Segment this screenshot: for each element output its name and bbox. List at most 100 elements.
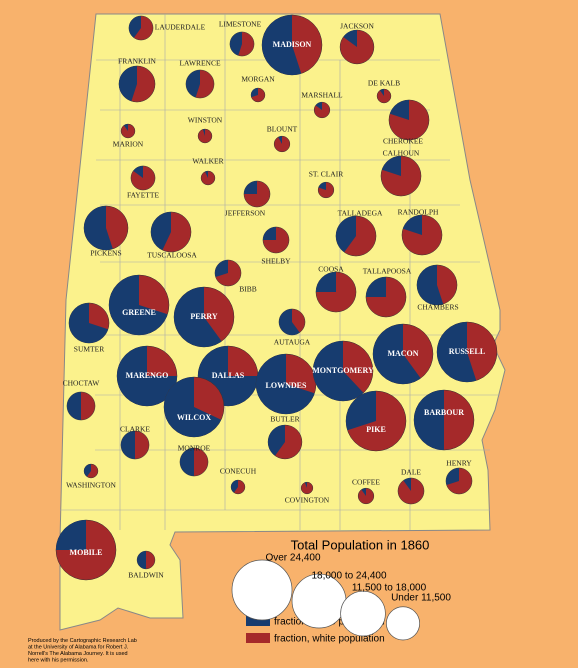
size-circle — [386, 606, 420, 641]
county-label: CONECUH — [220, 467, 257, 476]
county-label: DE KALB — [368, 79, 400, 88]
size-circle — [291, 573, 347, 629]
county-label: SUMTER — [74, 345, 104, 354]
pie-slave — [304, 482, 307, 488]
county-label: GREENE — [122, 308, 156, 317]
county-label: AUTAUGA — [274, 338, 311, 347]
pie-slave — [262, 15, 302, 76]
county-label: FAYETTE — [127, 191, 160, 200]
county-label: MARION — [113, 140, 144, 149]
county-label: MARENGO — [126, 371, 169, 380]
pie-slave — [335, 215, 356, 253]
county-label: LOWNDES — [266, 381, 307, 390]
county-label: MONTGOMERY — [312, 366, 374, 375]
county-label: ST. CLAIR — [309, 170, 343, 179]
pie-slave — [118, 65, 137, 102]
county-label: WASHINGTON — [66, 481, 116, 490]
county-label: MADISON — [273, 40, 312, 49]
pie-slave — [185, 69, 200, 98]
county-label: MORGAN — [241, 75, 275, 84]
pie-slave — [278, 136, 282, 144]
county-label: PIKE — [366, 425, 386, 434]
county-label: TALLADEGA — [338, 209, 383, 218]
pie-slave — [164, 377, 222, 438]
pie-slave — [268, 425, 285, 456]
county-label: WALKER — [192, 157, 223, 166]
size-label: Over 24,400 — [265, 553, 320, 564]
county-label: CALHOUN — [383, 149, 420, 158]
pie-slave — [315, 271, 336, 292]
county-label: RUSSELL — [449, 347, 485, 356]
county-label: FRANKLIN — [118, 57, 157, 66]
county-label: CHOCTAW — [63, 379, 101, 388]
pie-slave — [346, 391, 376, 431]
county-label: TUSCALOOSA — [147, 251, 197, 260]
credit-line: Norrell's The Alabama Journey. It is use… — [28, 651, 128, 657]
pie-slave — [243, 180, 257, 194]
pie-slave — [361, 488, 366, 496]
county-label: WILCOX — [177, 413, 211, 422]
pie-slave — [437, 322, 477, 383]
pie-slave — [365, 276, 386, 297]
pie-slave — [379, 89, 384, 96]
pie-slave — [313, 341, 364, 401]
size-label: 11,500 to 18,000 — [352, 583, 427, 594]
county-label: PERRY — [190, 312, 217, 321]
pie-slave — [251, 88, 258, 98]
pie-slave — [117, 346, 177, 406]
pie-slave — [84, 464, 91, 477]
county-label: JEFFERSON — [225, 209, 266, 218]
county-label: LAWRENCE — [179, 59, 220, 68]
county-label: BARBOUR — [424, 408, 464, 417]
pie-slave — [414, 390, 444, 450]
county-label: TALLAPOOSA — [363, 267, 412, 276]
pie-slave — [137, 551, 146, 569]
county-label: LIMESTONE — [219, 20, 262, 29]
county-label: MONROE — [178, 444, 211, 453]
pie-slave — [278, 308, 300, 336]
pie-slave — [343, 30, 357, 47]
legend-title: Total Population in 1860 — [291, 537, 430, 552]
county-label: BUTLER — [270, 415, 299, 424]
county-label: RANDOLPH — [398, 208, 439, 217]
credit-line: at the University of Alabama for Robert … — [28, 645, 129, 651]
pie-slave — [231, 480, 238, 493]
legend-white: fraction, white population — [274, 634, 385, 645]
county-label: CHEROKEE — [383, 137, 423, 146]
size-label: Under 11,500 — [391, 593, 451, 604]
county-label: BLOUNT — [267, 125, 298, 134]
county-label: MARSHALL — [301, 91, 343, 100]
pie-slave — [403, 477, 411, 491]
pie-slave — [83, 205, 113, 251]
size-circle — [231, 559, 293, 621]
county-label: MOBILE — [70, 548, 103, 557]
credit-line: Produced by the Cartographic Research La… — [28, 638, 137, 644]
pie-slave — [128, 15, 141, 38]
pie-slave — [66, 391, 81, 421]
pie-slave — [214, 259, 228, 278]
pie-slave — [202, 129, 205, 136]
pie-slave — [179, 447, 194, 477]
pie-slave — [445, 467, 459, 486]
pie-slave — [123, 124, 128, 131]
county-label: CLARKE — [120, 425, 150, 434]
county-label: JACKSON — [340, 22, 374, 31]
pie-slave — [373, 324, 421, 385]
pie-slave — [174, 287, 222, 347]
county-label: DALLAS — [212, 371, 245, 380]
pie-slave — [133, 165, 143, 178]
pie-slave — [381, 155, 401, 176]
county-label: BALDWIN — [128, 571, 164, 580]
county-label: COOSA — [318, 265, 344, 274]
pie-slave — [120, 430, 135, 460]
pie-slave — [416, 264, 444, 306]
county-label: BIBB — [239, 285, 257, 294]
legend-swatch-white — [246, 633, 270, 643]
pie-slave — [318, 182, 326, 190]
county-label: COVINGTON — [285, 496, 330, 505]
county-label: PICKENS — [90, 249, 121, 258]
pie-slave — [68, 302, 109, 344]
legend-swatch-slave — [246, 616, 270, 626]
size-circle — [340, 590, 386, 637]
